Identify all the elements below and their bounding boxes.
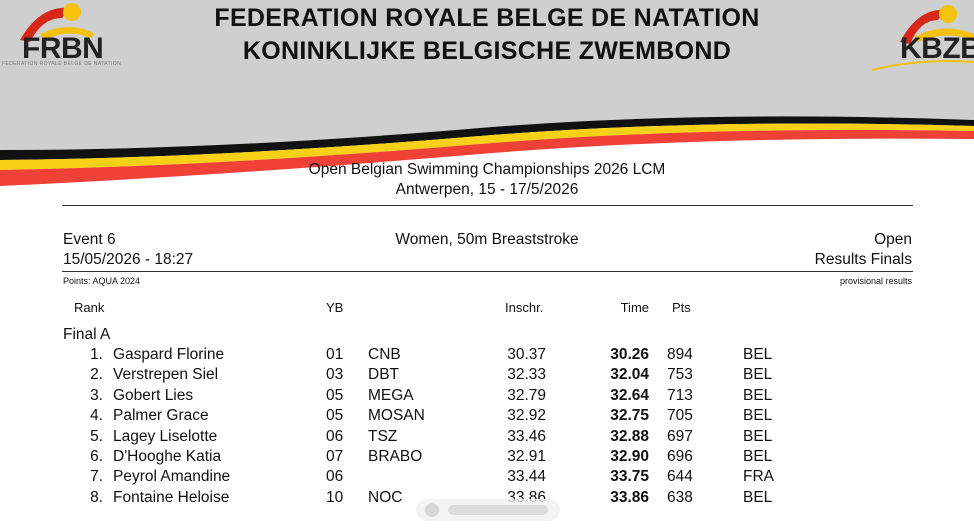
result-entry-time: 32.92 <box>507 407 546 425</box>
federation-title-fr: FEDERATION ROYALE BELGE DE NATATION <box>214 4 760 32</box>
result-time: 32.64 <box>610 386 649 404</box>
result-yb: 06 <box>326 427 344 445</box>
col-pts: Pts <box>672 300 691 315</box>
heat-title: Final A <box>63 326 111 343</box>
result-time: 32.88 <box>610 427 649 445</box>
result-rank: 2. <box>90 366 103 384</box>
result-yb: 10 <box>326 488 344 506</box>
result-yb: 03 <box>326 366 344 384</box>
result-time: 32.04 <box>610 366 649 384</box>
result-nation: BEL <box>743 386 773 404</box>
result-nation: BEL <box>743 346 773 363</box>
col-yb: YB <box>326 300 344 315</box>
result-name: Palmer Grace <box>113 407 209 425</box>
result-row: 6. D'Hooghe Katia 07 BRABO 32.91 32.90 696 BEL <box>0 448 974 468</box>
result-rank: 7. <box>90 468 103 486</box>
result-nation: BEL <box>743 427 773 445</box>
result-time: 32.75 <box>610 407 649 425</box>
points-note: Points: AQUA 2024 <box>63 276 141 286</box>
result-points: 697 <box>667 427 693 445</box>
federation-title-nl: KONINKLIJKE BELGISCHE ZWEMBOND <box>242 37 732 65</box>
result-points: 644 <box>667 468 693 486</box>
result-yb: 07 <box>326 448 344 465</box>
result-rank: 1. <box>90 346 103 363</box>
result-row: 1. Gaspard Florine 01 CNB 30.37 30.26 894 BEL <box>0 346 974 366</box>
result-row: 3. Gobert Lies 05 MEGA 32.79 32.64 713 BEL <box>0 387 974 407</box>
result-rank: 6. <box>90 448 103 465</box>
result-points: 753 <box>667 366 693 384</box>
result-nation: FRA <box>743 468 774 486</box>
result-rank: 3. <box>90 386 103 404</box>
event-phase: Results Finals <box>814 251 912 268</box>
result-club: MEGA <box>368 386 414 404</box>
col-time: Time <box>620 300 649 315</box>
event-title: Women, 50m Breaststroke <box>395 231 579 248</box>
result-time: 30.26 <box>610 346 649 363</box>
logo-left-subtitle: FEDERATION ROYALE BELGE DE NATATION <box>2 61 122 67</box>
provisional-note: provisional results <box>839 276 912 286</box>
result-row: 7. Peyrol Amandine 06 33.44 33.75 644 FRA <box>0 468 974 488</box>
event-number: Event 6 <box>63 231 116 248</box>
result-yb: 06 <box>326 468 344 486</box>
result-entry-time: 32.33 <box>507 366 546 384</box>
result-entry-time: 32.79 <box>507 386 546 404</box>
result-name: Gobert Lies <box>113 386 194 404</box>
result-nation: BEL <box>743 448 773 465</box>
result-name: Peyrol Amandine <box>113 468 231 486</box>
result-points: 713 <box>667 386 693 404</box>
result-points: 705 <box>667 407 693 425</box>
result-nation: BEL <box>743 366 773 384</box>
divider-top <box>62 205 913 206</box>
result-time: 33.86 <box>610 488 649 506</box>
result-rank: 4. <box>90 407 103 425</box>
col-rank: Rank <box>74 300 105 315</box>
result-name: D'Hooghe Katia <box>113 448 222 465</box>
result-yb: 05 <box>326 386 344 404</box>
result-club: NOC <box>368 488 403 506</box>
result-name: Fontaine Heloise <box>113 488 230 506</box>
meet-name: Open Belgian Swimming Championships 2026… <box>308 161 666 178</box>
meet-place-dates: Antwerpen, 15 - 17/5/2026 <box>395 181 579 198</box>
result-points: 696 <box>667 448 693 465</box>
watermark-graphic <box>416 499 560 521</box>
result-yb: 05 <box>326 407 344 425</box>
result-row: 4. Palmer Grace 05 MOSAN 32.92 32.75 705 BEL <box>0 407 974 427</box>
result-rank: 8. <box>90 488 103 506</box>
result-points: 638 <box>667 488 693 506</box>
result-club: MOSAN <box>368 407 425 425</box>
divider-event <box>62 271 913 272</box>
result-time: 32.90 <box>610 448 649 465</box>
result-club: CNB <box>368 346 401 363</box>
logo-left-text: FRBN <box>22 32 104 65</box>
result-nation: BEL <box>743 407 773 425</box>
logo-right-text: KBZB <box>900 32 974 65</box>
header-banner <box>0 0 974 186</box>
result-club: BRABO <box>368 448 423 465</box>
result-time: 33.75 <box>610 468 649 486</box>
event-datetime: 15/05/2026 - 18:27 <box>63 251 194 268</box>
result-nation: BEL <box>743 488 773 506</box>
result-club: TSZ <box>368 427 398 445</box>
result-entry-time: 33.44 <box>507 468 546 486</box>
result-row: 2. Verstrepen Siel 03 DBT 32.33 32.04 753 BEL <box>0 366 974 386</box>
result-club: DBT <box>368 366 399 384</box>
result-name: Lagey Liselotte <box>113 427 218 445</box>
result-entry-time: 32.91 <box>507 448 546 465</box>
result-points: 894 <box>667 346 693 363</box>
result-name: Gaspard Florine <box>113 346 225 363</box>
event-category: Open <box>874 231 912 248</box>
result-entry-time: 30.37 <box>507 346 546 363</box>
result-name: Verstrepen Siel <box>113 366 219 384</box>
result-row: 5. Lagey Liselotte 06 TSZ 33.46 32.88 697 BEL <box>0 428 974 448</box>
result-yb: 01 <box>326 346 344 363</box>
result-rank: 5. <box>90 427 103 445</box>
result-row: 8. Fontaine Heloise 10 NOC 33.86 33.86 638 BEL <box>0 489 974 509</box>
result-entry-time: 33.46 <box>507 427 546 445</box>
col-inschr: Inschr. <box>505 300 544 315</box>
